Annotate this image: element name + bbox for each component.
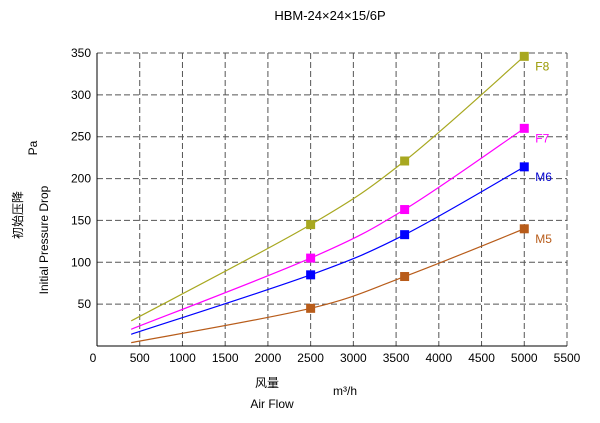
data-point-f7 bbox=[306, 253, 316, 263]
x-tick-label: 3500 bbox=[383, 351, 410, 365]
data-point-m6 bbox=[306, 270, 316, 280]
data-point-m5 bbox=[306, 303, 316, 313]
series-labels: F8 F7 M6 M5 bbox=[535, 59, 552, 245]
data-point-m6 bbox=[519, 162, 529, 172]
x-tick-label: 1000 bbox=[169, 351, 196, 365]
data-point-f8 bbox=[306, 220, 316, 230]
data-point-m6 bbox=[400, 230, 410, 240]
series-line-f8 bbox=[130, 55, 525, 322]
series-markers bbox=[306, 51, 529, 313]
y-tick-label: 200 bbox=[71, 172, 91, 186]
series-label-f7: F7 bbox=[535, 131, 549, 145]
x-axis-label-cn: 风量 bbox=[255, 376, 279, 390]
series-line-m5 bbox=[131, 228, 525, 344]
x-tick-label: 5500 bbox=[554, 351, 581, 365]
y-axis-label-cn: 初始压降 bbox=[11, 191, 25, 239]
origin-label: 0 bbox=[90, 351, 97, 365]
x-tick-label: 4000 bbox=[425, 351, 452, 365]
y-axis-unit: Pa bbox=[26, 140, 40, 155]
y-axis-label-en: Initial Pressure Drop bbox=[37, 185, 51, 294]
y-tick-labels: 50 100 150 200 250 300 350 bbox=[71, 46, 91, 311]
series-label-f8: F8 bbox=[535, 59, 549, 73]
grid bbox=[97, 52, 568, 346]
data-point-m5 bbox=[400, 272, 410, 282]
x-tick-label: 4500 bbox=[468, 351, 495, 365]
x-axis-unit: m³/h bbox=[333, 384, 357, 398]
data-point-m5 bbox=[519, 224, 529, 234]
series-label-m6: M6 bbox=[535, 170, 552, 184]
data-point-f7 bbox=[519, 123, 529, 133]
series-curves bbox=[130, 55, 525, 344]
y-tick-label: 300 bbox=[71, 88, 91, 102]
series-line-f7 bbox=[130, 127, 525, 330]
x-tick-label: 2500 bbox=[297, 351, 324, 365]
y-tick-label: 100 bbox=[71, 255, 91, 269]
data-point-f7 bbox=[400, 205, 410, 215]
data-point-f8 bbox=[400, 156, 410, 166]
x-tick-label: 500 bbox=[130, 351, 150, 365]
axes bbox=[96, 53, 567, 347]
y-tick-label: 150 bbox=[71, 213, 91, 227]
y-tick-label: 350 bbox=[71, 46, 91, 60]
chart-title: HBM-24×24×15/6P bbox=[274, 8, 385, 23]
x-axis-label-en: Air Flow bbox=[250, 397, 294, 411]
x-tick-labels: 500 1000 1500 2000 2500 3000 3500 4000 4500 5000 5… bbox=[130, 351, 581, 365]
x-tick-label: 3000 bbox=[340, 351, 367, 365]
x-tick-label: 1500 bbox=[212, 351, 239, 365]
y-tick-label: 50 bbox=[78, 297, 92, 311]
data-point-f8 bbox=[519, 51, 529, 61]
x-tick-label: 2000 bbox=[255, 351, 282, 365]
series-label-m5: M5 bbox=[535, 232, 552, 246]
series-line-m6 bbox=[130, 166, 525, 335]
x-tick-label: 5000 bbox=[511, 351, 538, 365]
y-tick-label: 250 bbox=[71, 130, 91, 144]
